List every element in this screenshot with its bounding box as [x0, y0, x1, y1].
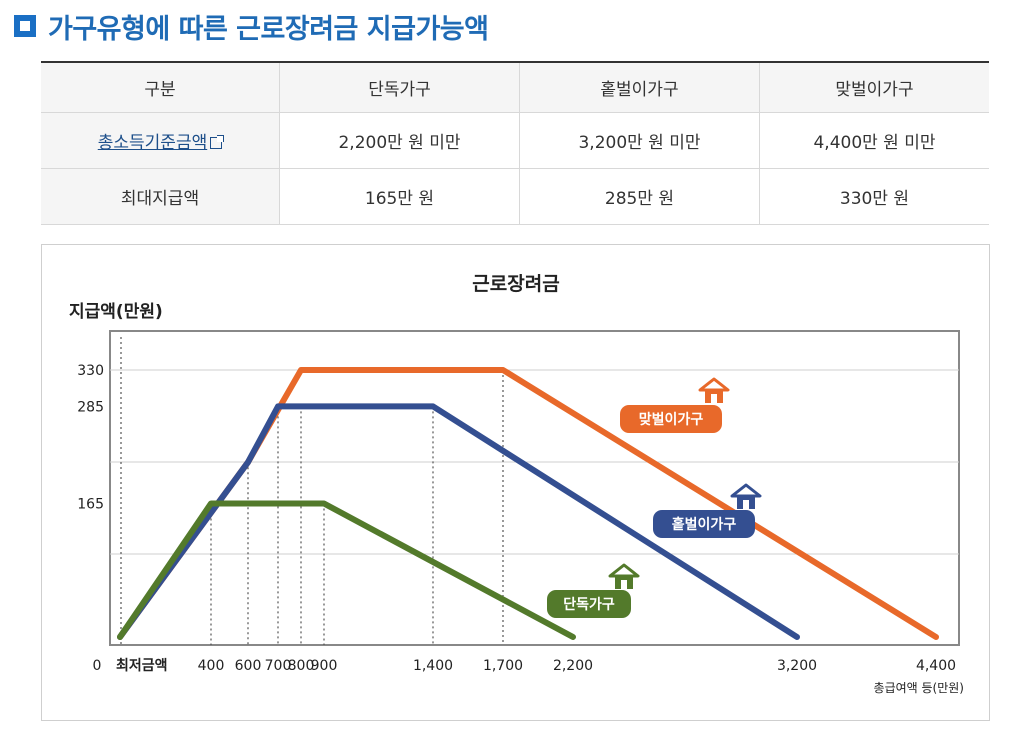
- y-tick-label: 165: [77, 497, 104, 513]
- section-heading: 가구유형에 따른 근로장려금 지급가능액: [14, 8, 489, 45]
- x-tick-label: 800: [288, 658, 315, 674]
- table-cell: 330만 원: [759, 168, 989, 224]
- benefit-table: 구분 단독가구 홑벌이가구 맞벌이가구 총소득기준금액 2,200만 원 미만 …: [41, 61, 989, 225]
- x-tick-label: 600: [235, 658, 262, 674]
- x-axis-label: 총급여액 등(만원): [874, 681, 964, 695]
- x-tick-label: 4,400: [916, 658, 956, 674]
- table-row: 총소득기준금액 2,200만 원 미만 3,200만 원 미만 4,400만 원…: [41, 112, 989, 168]
- square-bullet-icon: [14, 15, 36, 37]
- table-cell: 4,400만 원 미만: [759, 112, 989, 168]
- series-line-단독가구: [117, 500, 576, 640]
- header-single-earner: 홑벌이가구: [519, 62, 760, 112]
- row-label-max-payment: 최대지급액: [41, 168, 280, 224]
- series-label-text: 단독가구: [563, 596, 615, 613]
- y-tick-label: 330: [77, 363, 104, 379]
- header-category: 구분: [144, 79, 176, 100]
- x-tick-label: 1,400: [413, 658, 453, 674]
- series-label-badge: [653, 510, 755, 538]
- section-title: 가구유형에 따른 근로장려금 지급가능액: [48, 13, 489, 45]
- chart-title: 근로장려금: [472, 273, 559, 295]
- house-icon: [730, 483, 762, 509]
- x-tick-label: 700: [265, 658, 292, 674]
- income-threshold-link[interactable]: 총소득기준금액: [97, 132, 208, 153]
- grid-lines: [110, 369, 959, 555]
- table-cell: 165만 원: [279, 168, 520, 224]
- plot-frame: [109, 330, 960, 646]
- x-tick-label: 1,700: [483, 658, 523, 674]
- guide-lines: [120, 337, 504, 645]
- table-header-row: 구분 단독가구 홑벌이가구 맞벌이가구: [41, 62, 989, 112]
- table-row: 최대지급액 165만 원 285만 원 330만 원: [41, 168, 989, 224]
- x-tick-label: 400: [198, 658, 225, 674]
- house-icon: [608, 563, 640, 589]
- earned-income-chart: 근로장려금 지급액(만원) 총급여액 등(만원) 0 최저금액 400 600 7008…: [69, 273, 964, 695]
- x-tick-label: 최저금액: [116, 657, 168, 674]
- x-tick-label: 3,200: [777, 658, 817, 674]
- table-cell: 2,200만 원 미만: [279, 112, 520, 168]
- y-axis-label: 지급액(만원): [69, 302, 163, 322]
- external-link-icon[interactable]: [210, 134, 225, 149]
- header-dual-earner: 맞벌이가구: [759, 62, 989, 112]
- table-cell: 285만 원: [519, 168, 760, 224]
- row-label-income-threshold: 총소득기준금액: [41, 112, 280, 168]
- x-tick-label: 0: [93, 658, 102, 674]
- y-tick-label: 285: [77, 399, 104, 415]
- chart-panel: 근로장려금 지급액(만원) 총급여액 등(만원) 0 최저금액 400 600 700 8…: [41, 244, 990, 721]
- x-tick-label: 2,200: [553, 658, 593, 674]
- series-line-홑벌이가구: [117, 403, 800, 640]
- series-label-text: 홑벌이가구: [672, 516, 737, 533]
- header-single: 단독가구: [279, 62, 520, 112]
- table-cell: 3,200만 원 미만: [519, 112, 760, 168]
- series-label-badge: [547, 590, 631, 618]
- series-label-badge: [620, 405, 722, 433]
- house-icon: [698, 377, 730, 403]
- x-tick-label: 900: [311, 658, 338, 674]
- series-label-text: 맞벌이가구: [639, 411, 704, 428]
- series-lines: [117, 367, 939, 640]
